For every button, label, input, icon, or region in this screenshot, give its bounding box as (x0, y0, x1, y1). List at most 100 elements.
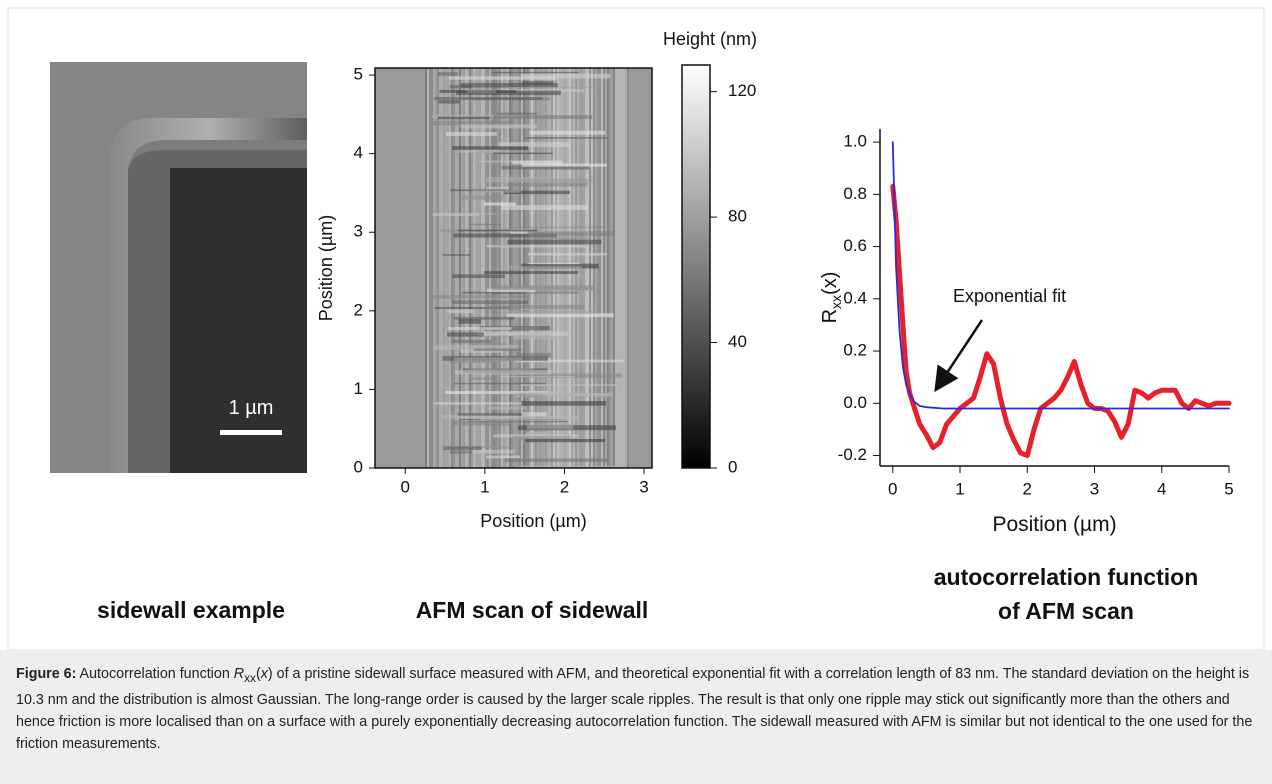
afm-texture (442, 414, 519, 419)
afm-texture (505, 311, 597, 315)
afm-texture (432, 120, 515, 126)
afm-texture (477, 68, 479, 468)
x-tick-label: 1 (480, 477, 489, 496)
afm-texture (475, 68, 477, 468)
afm-texture (432, 294, 530, 299)
afm-texture (457, 68, 459, 468)
afm-texture (475, 150, 531, 155)
afm-texture (449, 85, 472, 89)
colorbar-tick-label: 40 (728, 332, 747, 351)
x-tick-label: 4 (1157, 479, 1166, 498)
afm-texture (469, 68, 471, 468)
afm-texture (443, 68, 445, 468)
afm-texture (492, 285, 594, 291)
afm-texture (471, 68, 473, 468)
afm-texture (528, 236, 589, 240)
afm-texture (515, 373, 623, 378)
y-tick-label: 0.6 (843, 236, 867, 255)
afm-texture (499, 68, 501, 468)
afm-texture (512, 435, 571, 441)
afm-texture (483, 68, 485, 468)
afm-texture (431, 68, 433, 468)
afm-texture (621, 68, 623, 468)
afm-texture (437, 68, 439, 468)
afm-texture (481, 68, 483, 468)
afm-texture (471, 377, 498, 380)
y-axis-label-part: (x) (819, 272, 841, 295)
afm-texture (434, 307, 510, 309)
caption-math: R (233, 666, 245, 682)
afm-texture (454, 316, 515, 320)
y-tick-label: 1 (354, 379, 363, 398)
y-tick-label: 0.2 (843, 341, 867, 360)
x-tick-label: 2 (1023, 479, 1032, 498)
afm-texture (435, 68, 437, 468)
afm-texture (489, 68, 491, 468)
afm-texture (496, 112, 537, 115)
afm-texture (459, 349, 503, 353)
y-tick-label: 0 (354, 457, 363, 476)
afm-texture (447, 309, 474, 314)
afm-texture (485, 304, 585, 310)
y-tick-label: 0.4 (843, 288, 867, 307)
y-tick-label: 3 (354, 222, 363, 241)
afm-texture (528, 252, 607, 256)
afm-texture (465, 68, 467, 468)
afm-texture (514, 335, 559, 340)
afm-texture (513, 178, 598, 183)
afm-texture (486, 245, 585, 248)
afm-texture (514, 359, 624, 363)
afm-texture (433, 97, 543, 100)
scale-bar-label: 1 µm (229, 397, 274, 419)
colorbar-tick-label: 80 (728, 207, 747, 226)
y-axis-label-part: xx (828, 295, 844, 309)
afm-texture (521, 81, 554, 85)
afm-texture (469, 223, 502, 226)
afm-texture (507, 183, 588, 187)
afm-texture (503, 190, 570, 195)
afm-texture (434, 344, 519, 350)
colorbar-tick-label: 120 (728, 81, 756, 100)
x-tick-label: 2 (560, 477, 569, 496)
afm-texture (603, 68, 605, 468)
afm-texture (485, 455, 521, 459)
afm-texture (433, 68, 435, 468)
x-tick-label: 3 (639, 477, 648, 496)
afm-texture (527, 231, 614, 236)
afm-texture (449, 68, 451, 468)
caption-math: ( (255, 666, 261, 682)
series-line (891, 141, 1230, 410)
afm-texture (451, 146, 529, 150)
afm-texture (467, 89, 496, 93)
afm-texture (605, 68, 607, 468)
afm-texture (457, 229, 538, 232)
afm-texture (521, 73, 611, 79)
afm-texture (461, 68, 463, 468)
afm-texture (521, 412, 547, 417)
caption: Figure 6: Autocorrelation function Rxx(x… (0, 650, 1272, 784)
panel-title: sidewall example (97, 597, 285, 623)
afm-texture (525, 438, 606, 443)
x-tick-label: 3 (1090, 479, 1099, 498)
afm-texture (473, 348, 522, 351)
afm-texture (437, 72, 458, 76)
afm-texture (439, 68, 441, 468)
afm-texture (492, 291, 579, 294)
sem-image: 1 µm (50, 62, 307, 473)
x-tick-label: 0 (888, 479, 897, 498)
afm-texture (460, 124, 537, 129)
afm-texture (457, 413, 527, 416)
x-tick-label: 0 (401, 477, 410, 496)
afm-texture (493, 115, 593, 119)
afm-texture (486, 288, 536, 293)
afm-texture (526, 424, 573, 430)
caption-math: ) (267, 666, 273, 682)
afm-texture (452, 339, 492, 344)
afm-texture (495, 68, 497, 468)
afm-texture (487, 68, 489, 468)
afm-texture (453, 233, 557, 238)
afm-texture (493, 245, 526, 247)
afm-texture (438, 100, 460, 104)
afm-texture (479, 416, 578, 421)
afm-texture (502, 265, 583, 270)
